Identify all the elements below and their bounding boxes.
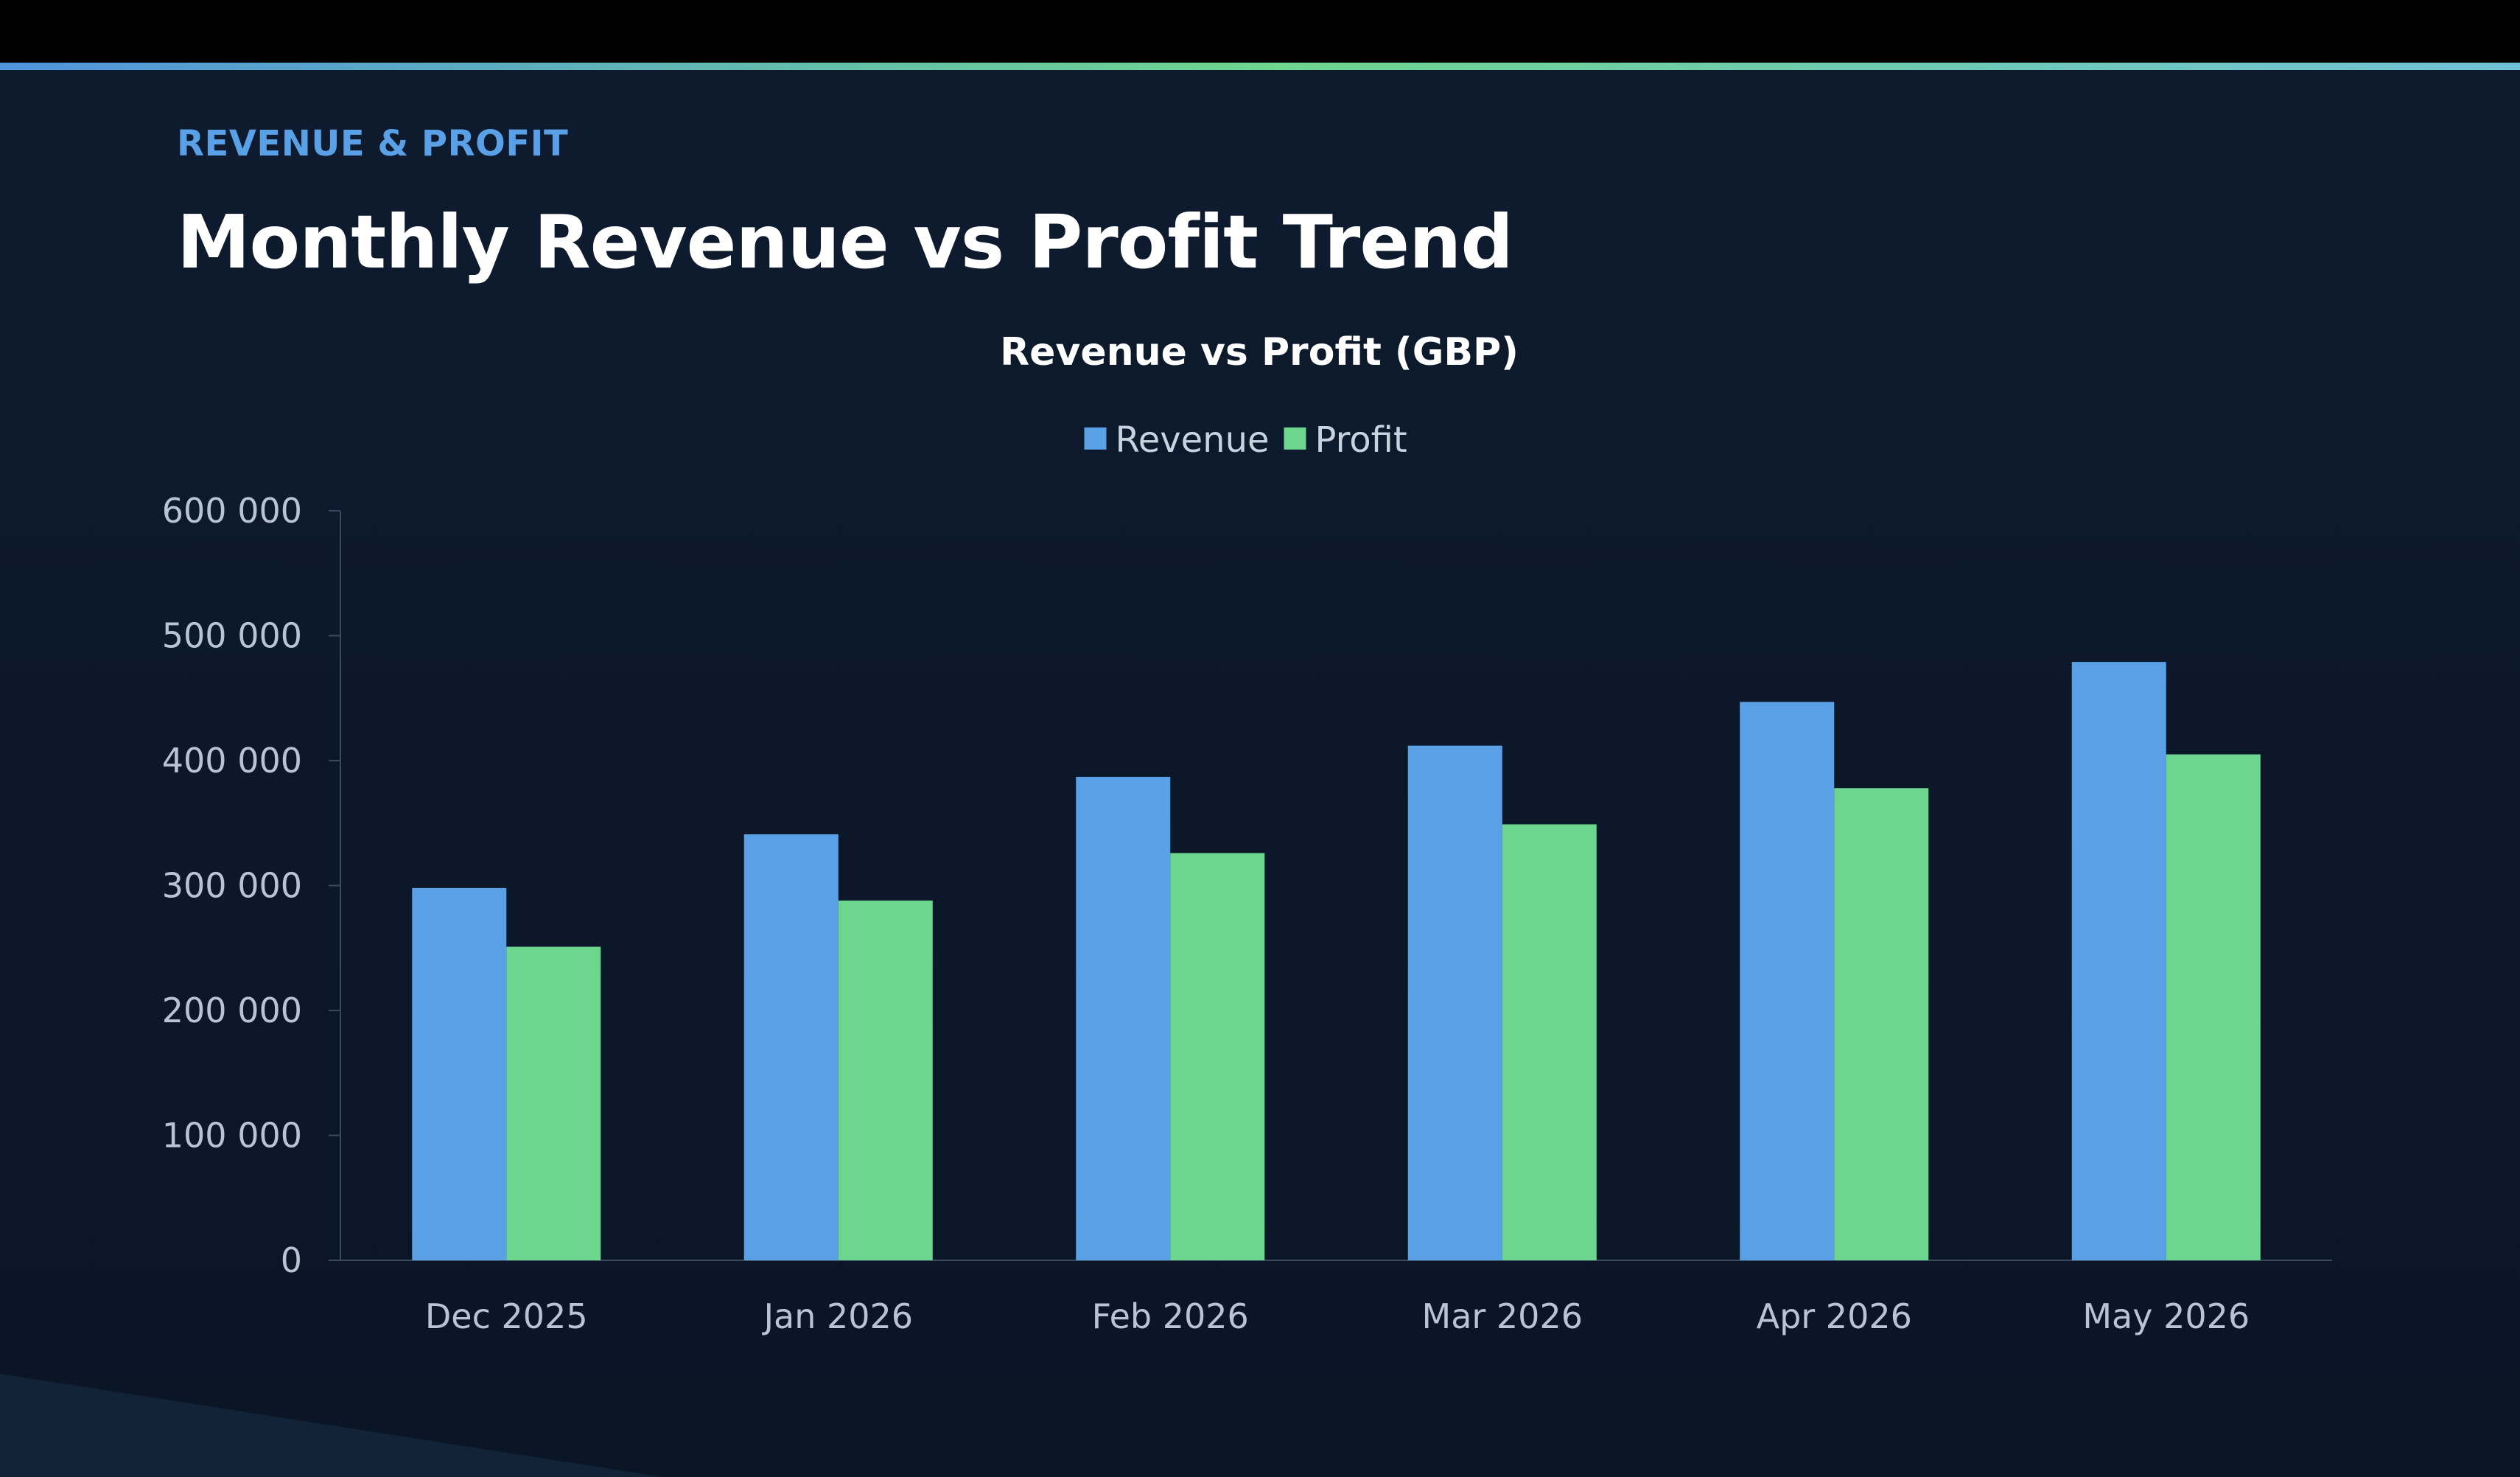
bar-profit-jan-2026: [838, 900, 933, 1260]
y-tick-label: 100 000: [162, 1116, 302, 1156]
legend-swatch-revenue: [1084, 427, 1107, 450]
page-title: Monthly Revenue vs Profit Trend: [177, 199, 1513, 285]
top-black-band: [0, 0, 2520, 63]
chart-bars: [412, 662, 2261, 1260]
chart-axes: [340, 511, 2332, 1261]
x-tick-label: Mar 2026: [1422, 1296, 1583, 1336]
legend-label-profit: Profit: [1315, 419, 1407, 461]
bar-revenue-may-2026: [2071, 662, 2166, 1260]
bar-revenue-mar-2026: [1407, 745, 1502, 1260]
bar-revenue-apr-2026: [1740, 702, 1835, 1260]
legend-swatch-profit: [1284, 427, 1306, 450]
chart-legend: Revenue Profit: [1084, 419, 1407, 461]
x-tick-label: Jan 2026: [761, 1296, 913, 1336]
x-tick-label: Feb 2026: [1092, 1296, 1249, 1336]
slide: REVENUE & PROFIT Monthly Revenue vs Prof…: [0, 70, 2520, 1477]
bar-chart: Revenue vs Profit (GBP) Revenue Profit 0 1…: [162, 330, 2332, 1336]
accent-bar: [0, 63, 2520, 70]
y-tick-label: 400 000: [162, 741, 302, 781]
bar-profit-dec-2025: [506, 946, 601, 1260]
y-tick-label: 300 000: [162, 866, 302, 906]
y-tick-label: 200 000: [162, 991, 302, 1030]
y-tick-label: 600 000: [162, 491, 302, 531]
y-tick-label: 500 000: [162, 616, 302, 656]
x-tick-label: May 2026: [2082, 1296, 2250, 1336]
bar-profit-feb-2026: [1170, 853, 1265, 1260]
section-eyebrow: REVENUE & PROFIT: [177, 123, 569, 164]
bar-profit-mar-2026: [1502, 824, 1597, 1260]
bar-profit-apr-2026: [1834, 788, 1929, 1260]
bar-revenue-feb-2026: [1076, 777, 1171, 1260]
legend-label-revenue: Revenue: [1116, 419, 1270, 461]
x-axis-ticks: Dec 2025 Jan 2026 Feb 2026 Mar 2026 Apr 2026…: [425, 1296, 2250, 1336]
x-tick-label: Dec 2025: [425, 1296, 588, 1336]
bar-profit-may-2026: [2166, 754, 2261, 1260]
bar-revenue-jan-2026: [743, 834, 839, 1260]
chart-title: Revenue vs Profit (GBP): [1000, 330, 1519, 374]
bar-revenue-dec-2025: [412, 887, 507, 1260]
y-tick-label: 0: [281, 1240, 302, 1280]
x-tick-label: Apr 2026: [1757, 1296, 1912, 1336]
y-axis-ticks: 0 100 000 200 000 300 000 400 000 500 000 600 …: [162, 491, 340, 1280]
